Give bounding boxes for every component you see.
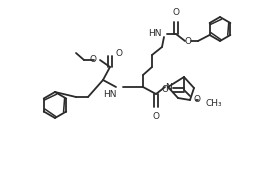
Text: CH₃: CH₃ (206, 98, 223, 107)
Text: HN: HN (103, 90, 117, 99)
Text: O: O (173, 8, 179, 17)
Text: O: O (153, 112, 159, 121)
Text: HN: HN (148, 30, 162, 39)
Text: O: O (115, 50, 122, 59)
Text: O: O (194, 96, 201, 104)
Text: O: O (90, 56, 97, 64)
Text: O: O (185, 36, 191, 45)
Text: N: N (165, 82, 171, 92)
Text: O: O (161, 85, 168, 95)
